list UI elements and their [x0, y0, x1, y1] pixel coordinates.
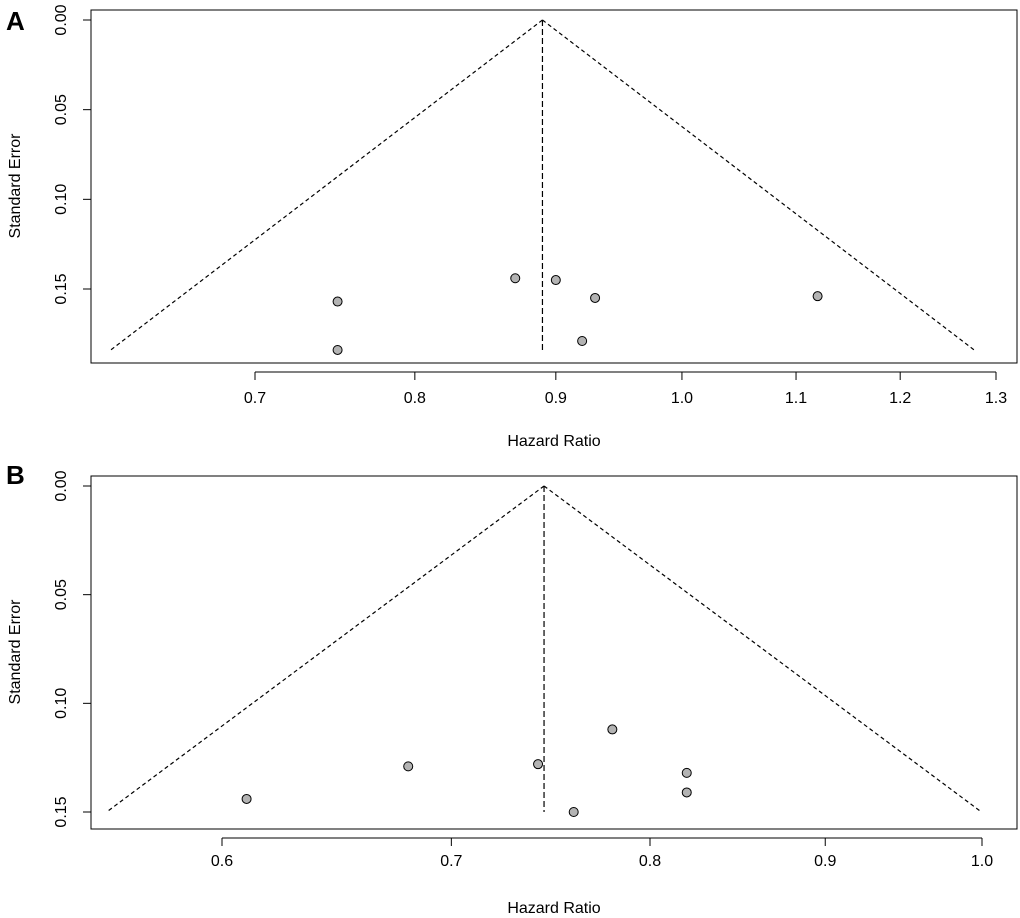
- x-tick-label: 0.7: [440, 853, 462, 870]
- x-tick-label: 1.1: [785, 390, 807, 407]
- y-tick-label: 0.15: [53, 796, 70, 827]
- y-tick-label: 0.05: [53, 579, 70, 610]
- x-tick-label: 1.2: [889, 390, 911, 407]
- plot-frame: [90, 9, 1018, 364]
- y-tick-label: 0.05: [53, 94, 70, 125]
- data-point: [568, 807, 579, 817]
- data-point: [550, 275, 561, 286]
- x-axis-title: Hazard Ratio: [507, 900, 600, 917]
- data-point: [332, 344, 343, 355]
- data-point: [607, 724, 618, 735]
- funnel-lines: [110, 19, 975, 351]
- x-tick-label: 0.8: [639, 853, 661, 870]
- x-tick-label: 0.9: [814, 853, 836, 870]
- panel-label: A: [6, 6, 25, 36]
- data-point: [681, 767, 692, 778]
- x-tick-label: 0.7: [244, 390, 266, 407]
- x-tick-label: 0.8: [404, 390, 426, 407]
- funnel-right-boundary: [543, 485, 982, 813]
- data-point: [510, 273, 521, 284]
- x-axis-title: Hazard Ratio: [507, 433, 600, 450]
- y-axis: 0.00 0.05 0.10 0.15: [53, 4, 92, 305]
- x-tick-label: 0.6: [211, 853, 233, 870]
- y-tick-label: 0.00: [53, 4, 70, 35]
- data-point: [590, 292, 601, 303]
- y-axis: 0.00 0.05 0.10 0.15: [53, 470, 92, 828]
- x-tick-label: 1.0: [671, 390, 693, 407]
- data-points: [332, 273, 823, 355]
- data-point: [332, 296, 343, 307]
- data-points: [241, 724, 692, 817]
- y-tick-label: 0.10: [53, 184, 70, 215]
- x-axis: 0.7 0.8 0.9 1.0 1.1 1.2 1.3: [244, 371, 1007, 407]
- funnel-plot-panel-b: B 0.6 0.7 0.8 0.9 1.0 0.00 0.05 0.10 0.15 Hazar…: [6, 460, 1018, 917]
- x-tick-label: 0.9: [545, 390, 567, 407]
- y-tick-label: 0.15: [53, 273, 70, 304]
- y-axis-title: Standard Error: [7, 599, 24, 705]
- data-point: [577, 336, 588, 347]
- data-point: [403, 761, 414, 772]
- data-point: [681, 787, 692, 798]
- x-tick-label: 1.0: [971, 853, 993, 870]
- x-axis: 0.6 0.7 0.8 0.9 1.0: [211, 837, 993, 870]
- data-point: [533, 759, 544, 770]
- y-tick-label: 0.00: [53, 470, 70, 501]
- data-point: [812, 291, 823, 302]
- funnel-right-boundary: [542, 19, 975, 351]
- funnel-left-boundary: [106, 485, 545, 813]
- panel-label: B: [6, 460, 25, 490]
- y-tick-label: 0.10: [53, 688, 70, 719]
- y-axis-title: Standard Error: [7, 133, 24, 239]
- x-tick-label: 1.3: [985, 390, 1007, 407]
- funnel-plot-panel-a: A 0.7 0.8 0.9 1.0 1.1 1.2 1.3 0.00 0.05 0.10 0.15…: [6, 4, 1018, 450]
- plot-frame: [90, 475, 1018, 830]
- data-point: [241, 793, 252, 804]
- funnel-lines: [106, 485, 982, 813]
- funnel-left-boundary: [110, 19, 543, 351]
